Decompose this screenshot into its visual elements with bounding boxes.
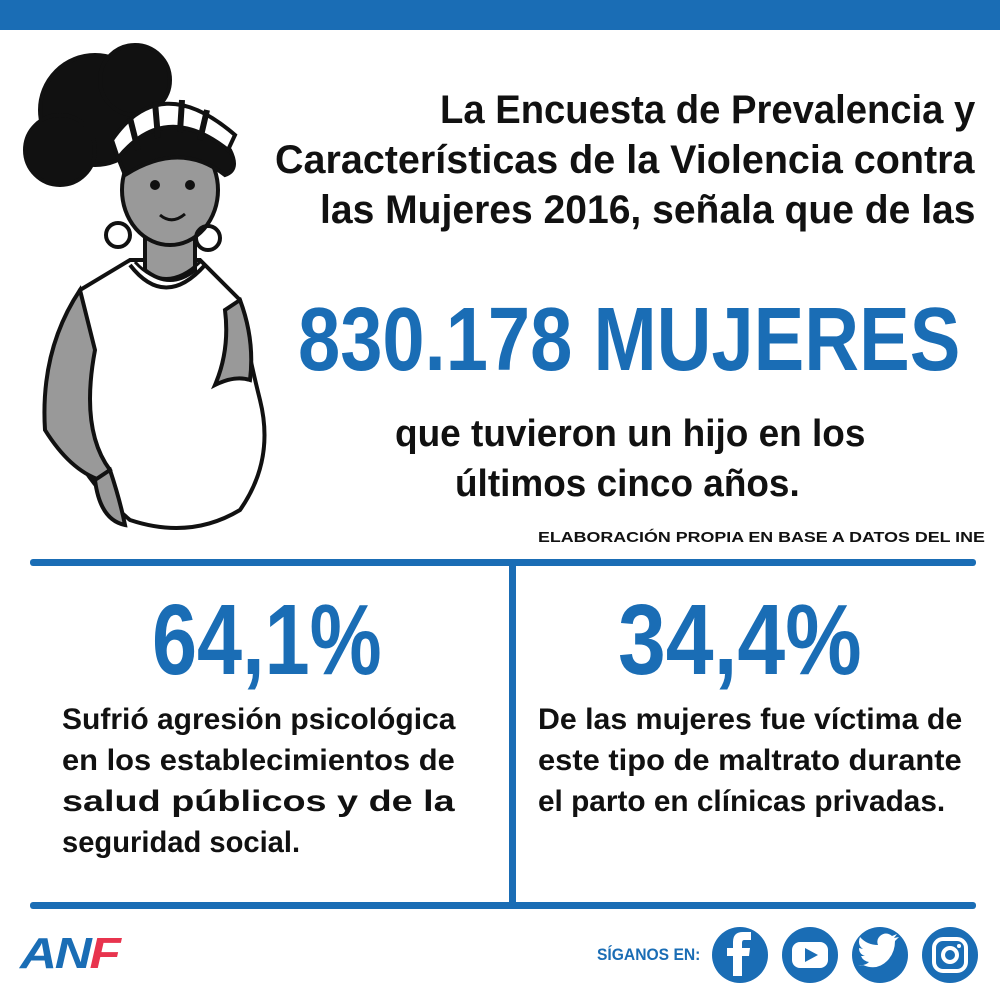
instagram-icon[interactable] (922, 927, 978, 983)
stat-description: Sufrió agresión psicológica (62, 703, 456, 736)
stat-description: en los establecimientos de (62, 744, 455, 777)
stat-value: 34,4% (618, 584, 862, 696)
social-icons (712, 927, 978, 983)
stat-description: salud públicos y de la (62, 785, 455, 818)
headline: 830.178 MUJERES (298, 290, 961, 390)
subtext-line: que tuvieron un hijo en los (395, 413, 866, 455)
intro-line: La Encuesta de Prevalencia y (440, 88, 976, 132)
divider-top (30, 559, 976, 566)
stat-description: seguridad social. (62, 826, 301, 859)
stat-value: 64,1% (152, 584, 382, 696)
stat-description: el parto en clínicas privadas. (538, 785, 946, 818)
stat-description: este tipo de maltrato durante (538, 744, 962, 777)
stat-description: De las mujeres fue víctima de (538, 703, 963, 736)
intro-line: las Mujeres 2016, señala que de las (320, 188, 976, 232)
source-note: ELABORACIÓN PROPIA EN BASE A DATOS DEL I… (538, 529, 985, 546)
divider-vertical (509, 562, 516, 905)
top-bar (0, 0, 1000, 30)
logo-main: AN (20, 929, 92, 978)
logo: ANF (20, 928, 121, 981)
follow-label: SÍGANOS EN: (597, 945, 701, 964)
subtext-line: últimos cinco años. (455, 463, 800, 505)
logo-accent: F (89, 929, 120, 978)
woman-illustration (23, 43, 267, 530)
divider-bottom (30, 902, 976, 909)
intro-line: Características de la Violencia contra (275, 138, 975, 182)
